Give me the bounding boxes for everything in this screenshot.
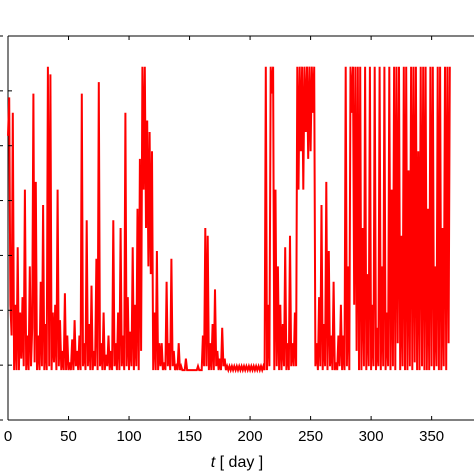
x-ticks: 0 50 100 150 200 250 300 350 — [4, 36, 444, 445]
series-line-0 — [7, 66, 451, 374]
x-axis-label-unit: [ day ] — [215, 454, 263, 471]
axes-frame — [7, 35, 474, 421]
x-tick-label: 50 — [60, 428, 77, 445]
y-ticks — [0, 35, 12, 421]
x-tick-label: 200 — [238, 428, 263, 445]
x-tick-label: 100 — [117, 428, 142, 445]
x-tick-label: 0 — [4, 428, 12, 445]
x-axis-label-variable: t — [211, 454, 216, 471]
series-layer — [7, 66, 451, 374]
x-tick-label: 250 — [298, 428, 323, 445]
x-tick-label: 350 — [419, 428, 444, 445]
x-axis-label: t [ day ] — [211, 454, 263, 471]
x-tick-label: 150 — [177, 428, 202, 445]
x-tick-label: 300 — [359, 428, 384, 445]
